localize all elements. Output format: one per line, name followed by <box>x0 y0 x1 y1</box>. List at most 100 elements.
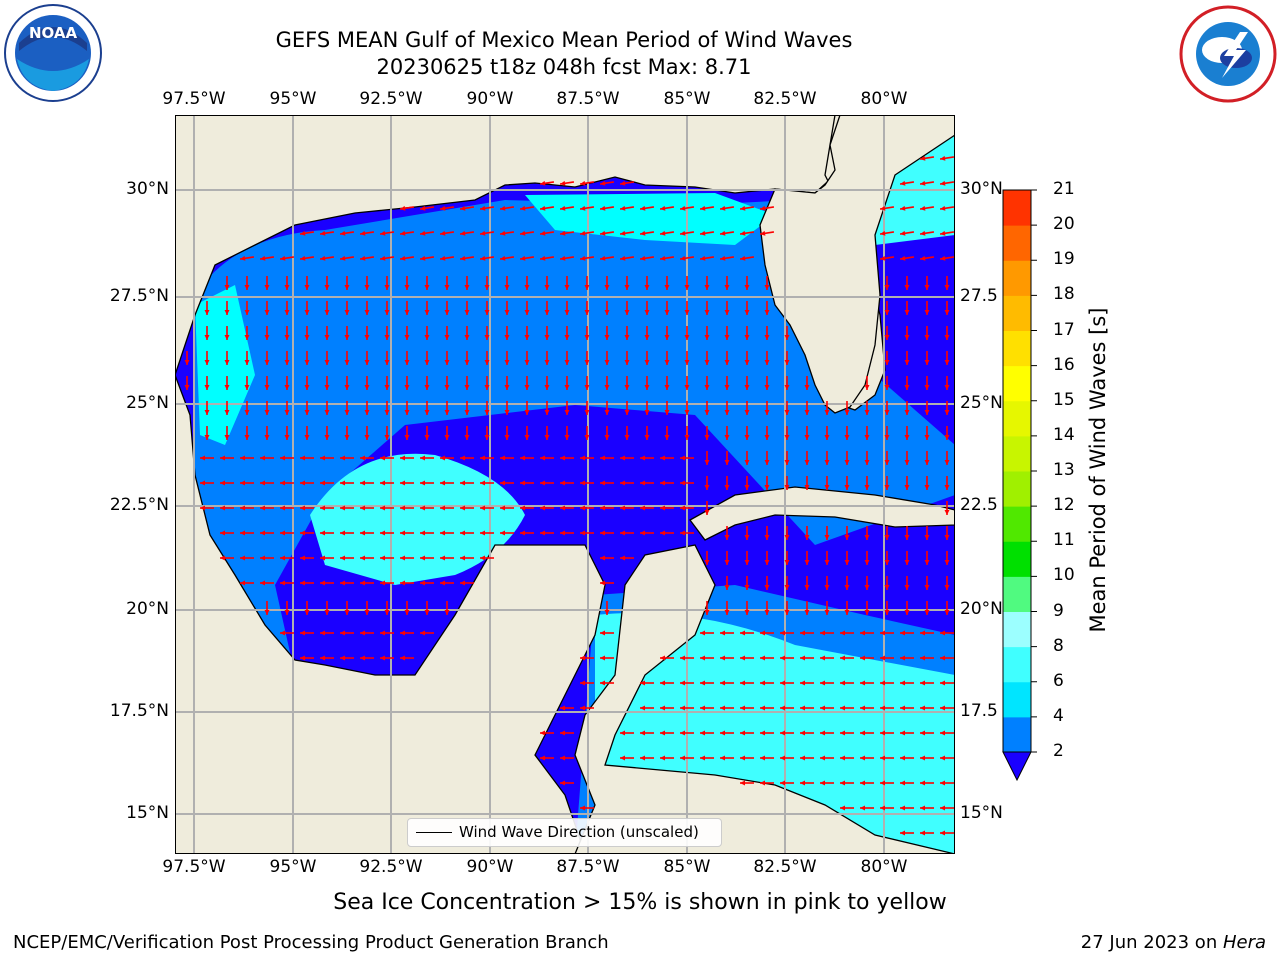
wave-direction-arrow <box>244 376 250 390</box>
wave-direction-arrow <box>400 555 414 561</box>
lon-tick-top: 95°W <box>269 89 317 109</box>
wave-direction-arrow <box>764 351 770 365</box>
wave-direction-arrow <box>879 255 895 261</box>
wave-direction-arrow <box>644 351 650 365</box>
wave-direction-arrow <box>444 376 450 390</box>
wave-direction-arrow <box>760 755 774 761</box>
wave-direction-arrow <box>340 655 354 661</box>
wave-direction-arrow <box>944 376 950 390</box>
wave-direction-arrow <box>459 255 475 261</box>
wave-direction-arrow <box>619 230 635 236</box>
wave-direction-arrow <box>880 680 894 686</box>
lat-tick-right: 25°N <box>960 393 1003 413</box>
wave-direction-arrow <box>304 426 310 440</box>
wave-direction-arrow <box>680 455 694 461</box>
wave-direction-arrow <box>580 505 594 511</box>
wave-direction-arrow <box>280 505 294 511</box>
wave-direction-arrow <box>364 301 370 315</box>
wave-direction-arrow <box>344 301 350 315</box>
wave-direction-arrow <box>300 455 314 461</box>
wave-direction-arrow <box>920 780 934 786</box>
wave-direction-arrow <box>840 630 854 636</box>
wave-direction-arrow <box>220 455 234 461</box>
wave-direction-arrow <box>944 401 950 415</box>
lat-tick-right: 20°N <box>960 599 1003 619</box>
wave-direction-arrow <box>620 730 634 736</box>
wave-direction-arrow <box>884 601 890 615</box>
wave-direction-arrow <box>820 755 834 761</box>
wave-direction-arrow <box>900 730 914 736</box>
wave-direction-arrow <box>324 326 330 340</box>
wave-direction-arrow <box>604 401 610 415</box>
wave-direction-arrow <box>660 705 674 711</box>
colorbar-tick: 8 <box>1053 635 1064 656</box>
wave-direction-arrow <box>660 655 674 661</box>
wave-direction-arrow <box>340 480 354 486</box>
wave-direction-arrow <box>864 576 870 590</box>
land-yucatan <box>574 544 955 854</box>
wave-direction-arrow <box>364 376 370 390</box>
wave-direction-arrow <box>244 326 250 340</box>
wave-direction-arrow <box>644 376 650 390</box>
wave-direction-arrow <box>480 480 494 486</box>
wave-direction-arrow <box>879 205 895 211</box>
wave-direction-arrow <box>560 530 574 536</box>
wave-direction-arrow <box>620 755 634 761</box>
wave-direction-arrow <box>884 451 890 465</box>
wave-direction-arrow <box>740 630 754 636</box>
wave-direction-arrow <box>684 426 690 440</box>
wave-direction-arrow <box>284 301 290 315</box>
wave-direction-arrow <box>604 326 610 340</box>
wave-direction-arrow <box>804 476 810 490</box>
wave-direction-arrow <box>640 505 654 511</box>
wave-direction-arrow <box>284 426 290 440</box>
wave-direction-arrow <box>720 680 734 686</box>
wave-direction-arrow <box>299 255 315 261</box>
wave-direction-arrow <box>244 276 250 290</box>
wave-direction-arrow <box>924 326 930 340</box>
wave-direction-arrow <box>800 655 814 661</box>
colorbar-tick: 13 <box>1053 460 1075 480</box>
wave-direction-arrow <box>804 401 810 415</box>
wave-direction-arrow <box>584 276 590 290</box>
wave-direction-arrow <box>460 505 474 511</box>
wave-direction-arrow <box>379 255 395 261</box>
wave-direction-arrow <box>600 680 614 686</box>
wave-direction-arrow <box>844 426 850 440</box>
wave-direction-arrow <box>584 426 590 440</box>
wave-direction-arrow <box>764 601 770 615</box>
wave-direction-arrow <box>820 705 834 711</box>
wave-direction-arrow <box>740 780 754 786</box>
wave-direction-arrow <box>780 780 794 786</box>
wave-direction-arrow <box>544 426 550 440</box>
wave-direction-arrow <box>400 455 414 461</box>
wave-direction-arrow <box>664 426 670 440</box>
wave-direction-arrow <box>624 376 630 390</box>
wave-direction-arrow <box>900 755 914 761</box>
wave-direction-arrow <box>704 301 710 315</box>
wave-direction-arrow <box>384 601 390 615</box>
wave-direction-arrow <box>724 576 730 590</box>
wave-direction-arrow <box>540 530 554 536</box>
wave-direction-arrow <box>684 351 690 365</box>
wave-direction-arrow <box>704 451 710 465</box>
wave-direction-arrow <box>924 426 930 440</box>
wave-direction-arrow <box>700 630 714 636</box>
wave-direction-arrow <box>940 705 954 711</box>
wave-direction-arrow <box>764 426 770 440</box>
wave-direction-arrow <box>464 351 470 365</box>
wave-direction-arrow <box>840 655 854 661</box>
colorbar-segment <box>1003 225 1031 261</box>
wave-direction-arrow <box>340 630 354 636</box>
wave-direction-arrow <box>564 276 570 290</box>
wave-direction-arrow <box>884 301 890 315</box>
wave-direction-arrow <box>780 755 794 761</box>
wave-direction-arrow <box>540 730 554 736</box>
wave-direction-arrow <box>940 830 954 836</box>
wave-direction-arrow <box>444 426 450 440</box>
wave-direction-arrow <box>860 730 874 736</box>
wave-direction-arrow <box>924 376 930 390</box>
wave-direction-arrow <box>284 601 290 615</box>
wave-direction-arrow <box>404 376 410 390</box>
plot-title-line1: GEFS MEAN Gulf of Mexico Mean Period of … <box>275 28 853 52</box>
